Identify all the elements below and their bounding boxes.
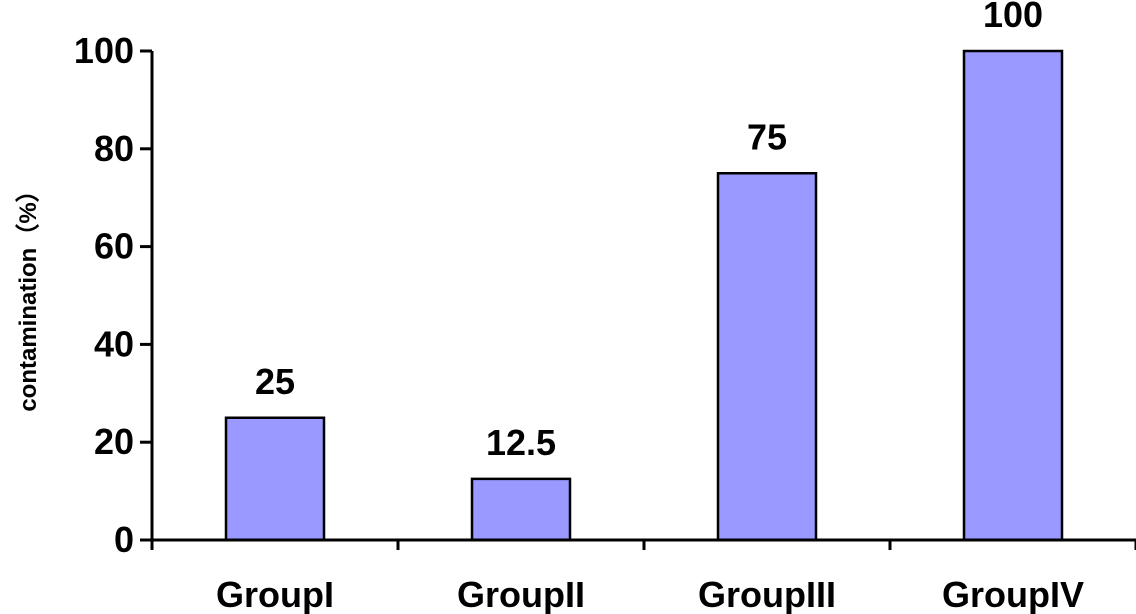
x-category-label: GroupI <box>216 574 334 614</box>
bar-groupii <box>470 477 572 542</box>
data-label: 100 <box>983 0 1043 35</box>
y-tick-label: 80 <box>94 128 134 169</box>
bar-series: 25 12.5 75 100 <box>224 0 1064 542</box>
bar-groupi <box>224 416 326 542</box>
y-tick-label: 40 <box>94 323 134 364</box>
x-category-label: GroupII <box>457 574 585 614</box>
x-category-label: GroupIV <box>942 574 1084 614</box>
x-axis: GroupI GroupII GroupIII GroupIV <box>150 538 1136 614</box>
y-tick-label: 100 <box>74 30 134 71</box>
bar-groupiv <box>962 49 1064 542</box>
y-tick-label: 60 <box>94 226 134 267</box>
data-label: 12.5 <box>486 422 556 463</box>
data-label: 75 <box>747 116 787 157</box>
y-axis-title: contamination（%） <box>15 178 42 411</box>
y-tick-label: 20 <box>94 421 134 462</box>
y-axis: 0 20 40 60 80 100 <box>74 30 154 560</box>
data-label: 25 <box>255 361 295 402</box>
y-tick-label: 0 <box>114 519 134 560</box>
x-category-label: GroupIII <box>698 574 836 614</box>
bar-groupiii <box>716 172 818 542</box>
